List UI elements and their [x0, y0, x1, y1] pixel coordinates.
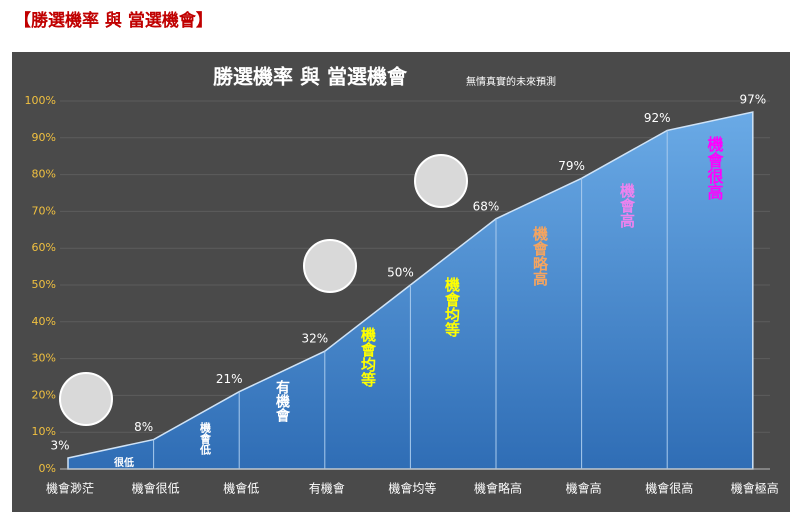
annotation: 機會高 [618, 182, 636, 229]
annotation: 有機會 [274, 379, 291, 422]
value-label: 50% [387, 266, 414, 280]
x-tick-label: 機會很低 [132, 481, 180, 496]
value-label: 97% [739, 93, 766, 107]
x-tick-label: 機會低 [223, 481, 259, 496]
chart-title: 勝選機率 與 當選機會 [213, 65, 408, 89]
x-tick-label: 有機會 [309, 481, 345, 496]
value-label: 3% [50, 438, 69, 452]
portrait [414, 154, 468, 208]
y-tick-label: 10% [32, 425, 56, 438]
value-label: 79% [558, 159, 585, 173]
x-tick-label: 機會極高 [731, 481, 779, 496]
x-tick-label: 機會渺茫 [46, 481, 94, 496]
annotation: 機會略高 [531, 225, 549, 287]
y-tick-label: 0% [39, 462, 56, 475]
x-tick-label: 機會很高 [645, 481, 693, 496]
annotation: 機會均等 [359, 326, 377, 388]
x-tick-label: 機會略高 [474, 481, 522, 496]
x-tick-label: 機會均等 [388, 481, 436, 496]
y-tick-label: 80% [32, 168, 56, 181]
portrait [59, 372, 113, 426]
y-tick-label: 100% [25, 94, 56, 107]
annotation: 機會低 [199, 421, 213, 456]
header: 【勝選機率 與 當選機會】 [14, 10, 213, 31]
plot: 0% 10% 20% 30% 40% 50% 60% 70% 80% 90% 100% 3% 機會渺茫 8… [25, 93, 779, 496]
y-tick-label: 40% [32, 315, 56, 328]
y-tick-label: 50% [32, 278, 56, 291]
y-tick-label: 70% [32, 204, 56, 217]
annotation: 很低 [113, 456, 134, 469]
value-label: 68% [473, 199, 500, 213]
y-tick-label: 90% [32, 131, 56, 144]
value-label: 21% [216, 372, 243, 386]
value-label: 32% [301, 332, 328, 346]
value-label: 92% [644, 111, 671, 125]
chart-subtitle: 無情真實的未來預測 [466, 75, 556, 88]
annotation: 機會均等 [443, 276, 461, 338]
portrait [303, 239, 357, 293]
y-tick-label: 60% [32, 241, 56, 254]
y-tick-label: 30% [32, 352, 56, 365]
value-label: 8% [134, 420, 153, 434]
y-tick-label: 20% [32, 388, 56, 401]
annotation: 機會很高 [705, 135, 725, 201]
x-tick-label: 機會高 [566, 481, 602, 496]
